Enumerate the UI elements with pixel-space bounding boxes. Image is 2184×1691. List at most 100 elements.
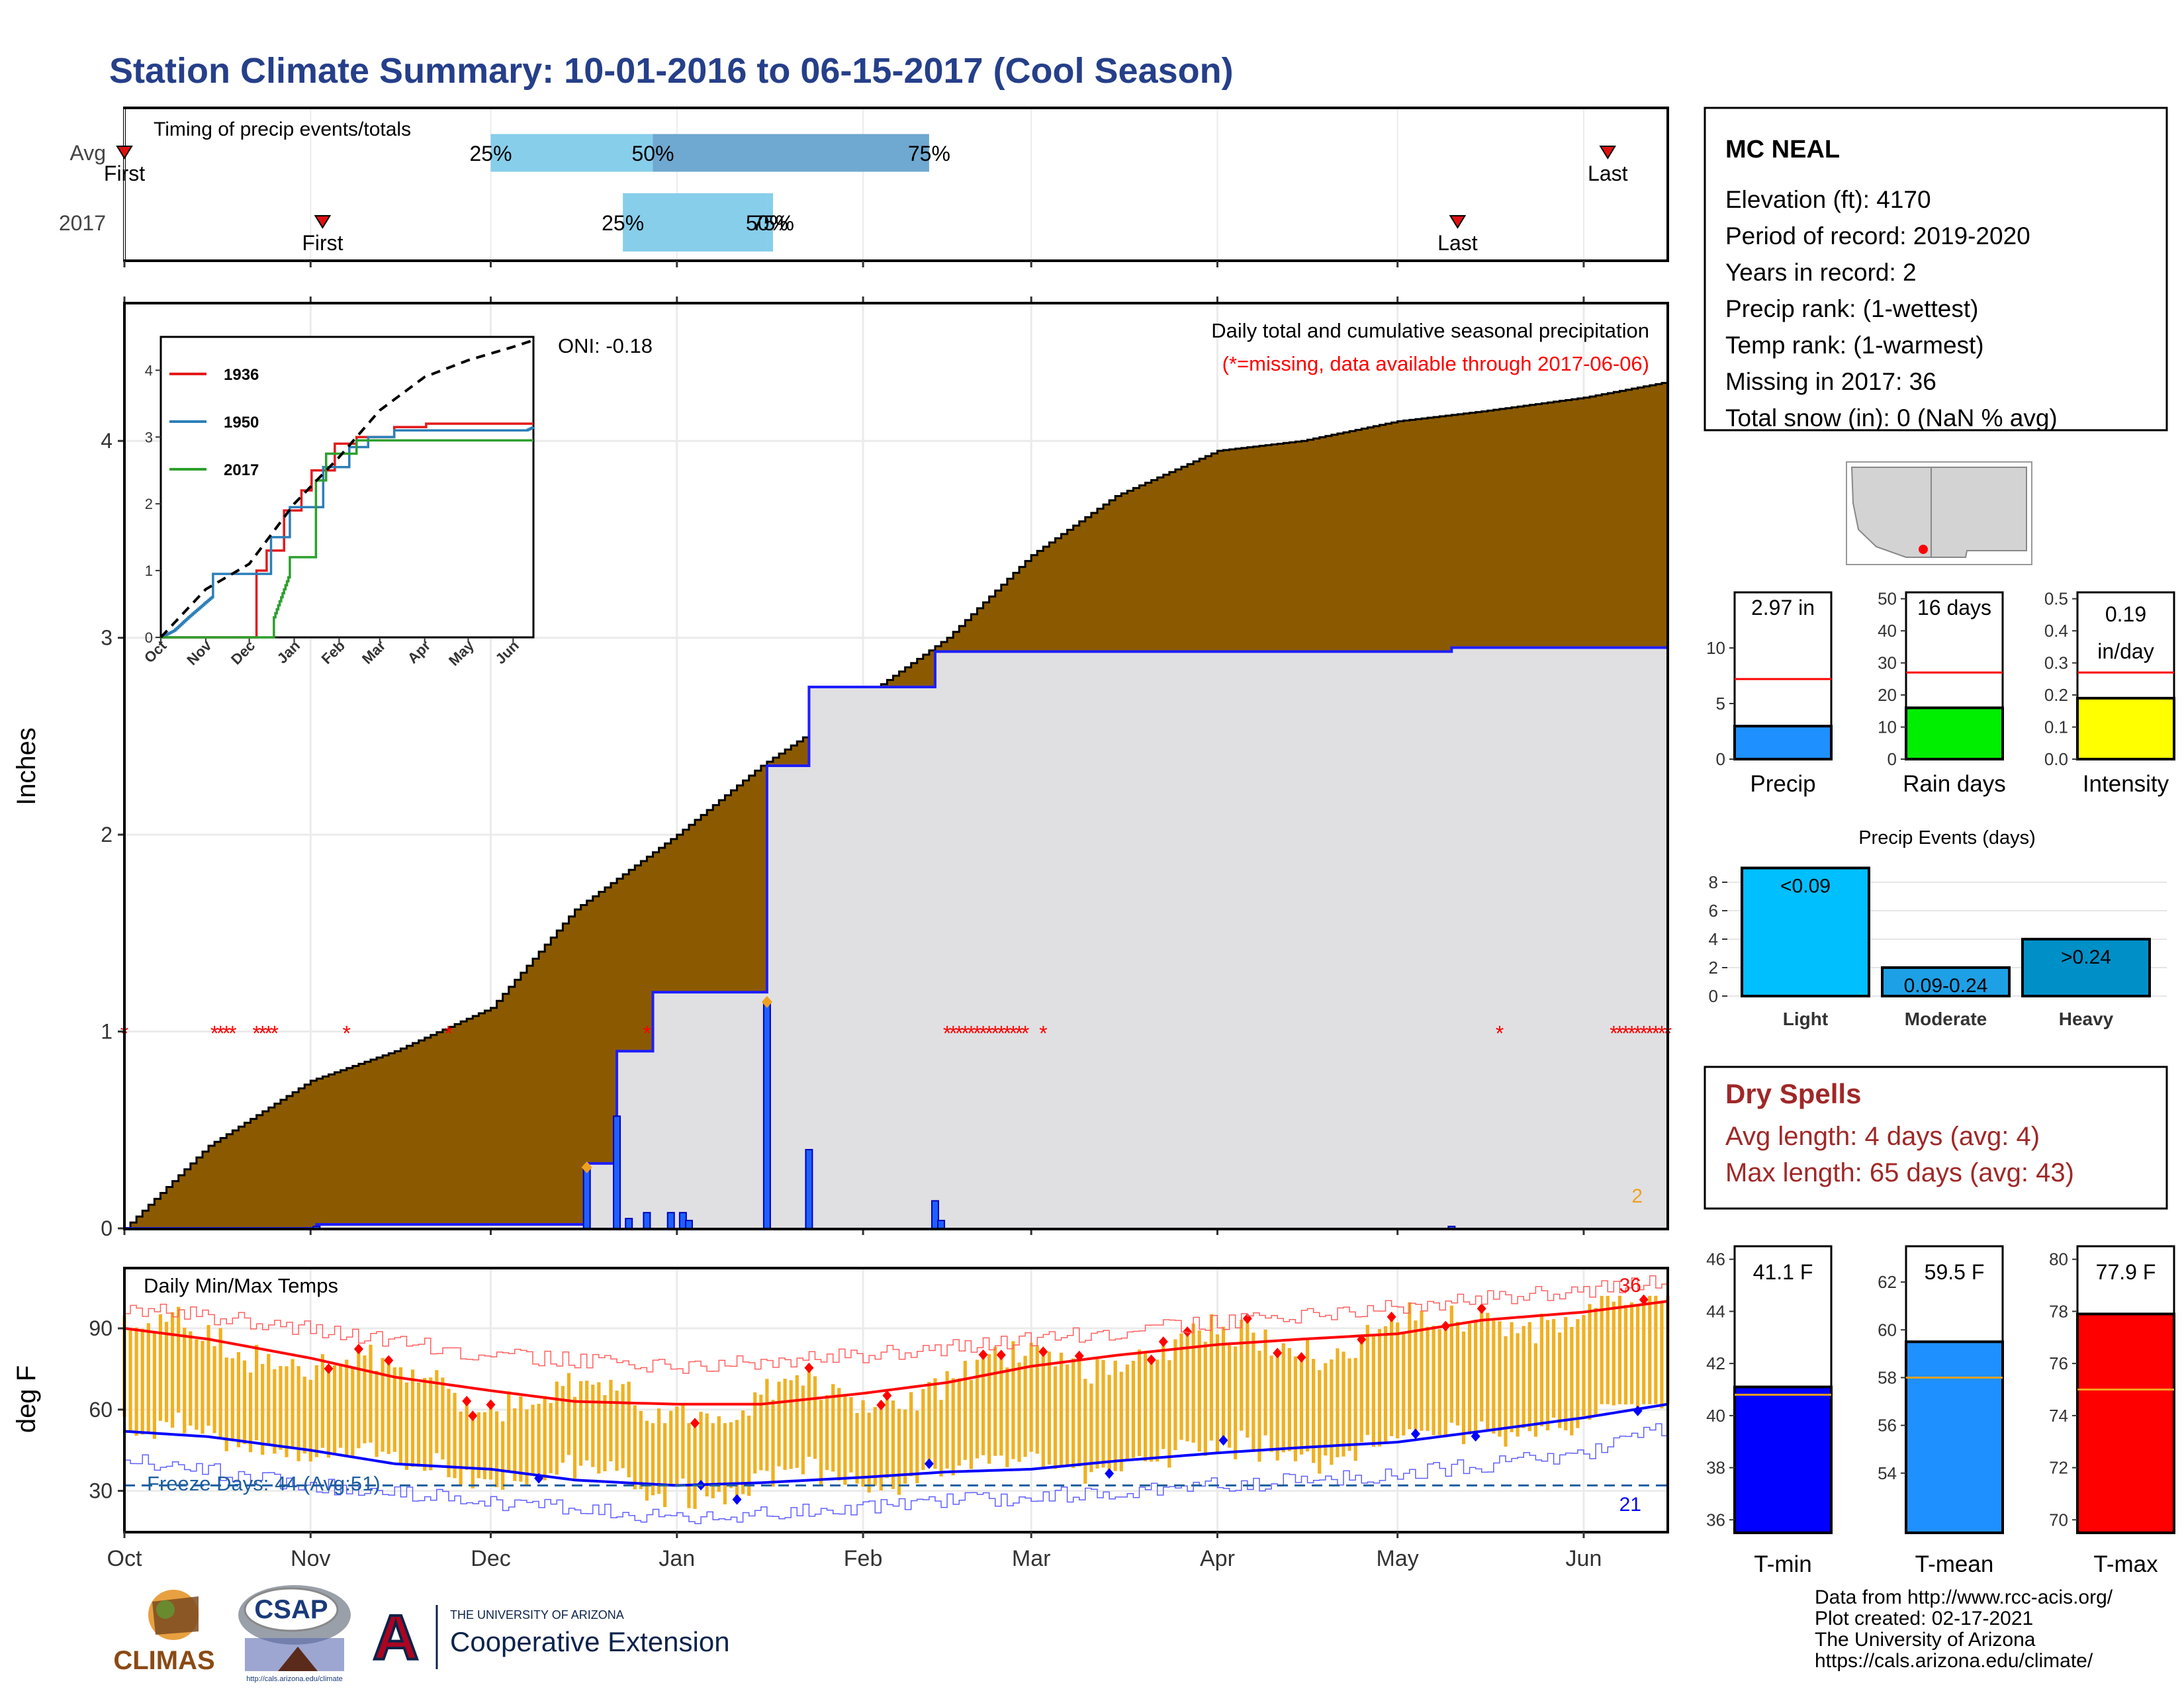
daily-temp-range-bar: [261, 1363, 265, 1455]
tmin-ytick-label: 42: [1706, 1353, 1725, 1373]
missing-day-marker: *: [961, 1022, 969, 1046]
daily-temp-range-bar: [1648, 1295, 1652, 1404]
tmean-bar: [1905, 1340, 2004, 1535]
daily-temp-range-bar: [1281, 1343, 1285, 1453]
y2017-box-lower: [623, 193, 767, 251]
daily-temp-range-bar: [1318, 1370, 1322, 1474]
missing-day-marker: *: [1039, 1022, 1047, 1046]
record-low-marker: [1218, 1435, 1228, 1446]
precip-ytick-label: 4: [101, 429, 113, 453]
daily-temp-range-bar: [663, 1423, 667, 1508]
daily-temp-range-bar: [302, 1377, 306, 1454]
inset-xtick-label: Dec: [228, 637, 258, 668]
daily-temp-range-bar: [987, 1353, 991, 1464]
daily-temp-range-bar: [296, 1366, 300, 1461]
daily-temp-range-bar: [783, 1379, 787, 1470]
daily-temp-range-bar: [771, 1400, 775, 1487]
daily-temp-range-bar: [423, 1377, 427, 1471]
inset-ytick-label: 0: [145, 629, 153, 646]
daily-temp-range-bar: [957, 1378, 961, 1466]
daily-temp-range-bar: [1576, 1319, 1580, 1428]
dry-spells-frame: [1704, 1066, 2168, 1210]
daily-temp-range-bar: [1005, 1367, 1009, 1467]
daily-precip-bar: [625, 1218, 633, 1230]
tmin-ytick-label: 36: [1706, 1510, 1725, 1530]
tmax-ytick-label: 76: [2049, 1353, 2068, 1373]
credit-line: https://cals.arizona.edu/climate/: [1815, 1650, 2093, 1672]
missing-day-marker: *: [973, 1022, 981, 1046]
month-label-may: May: [1377, 1546, 1419, 1571]
daily-precip-bar: [805, 1149, 813, 1229]
daily-temp-range-bar: [1545, 1320, 1550, 1431]
tmin-ytick-label: 44: [1706, 1301, 1725, 1321]
record-high-marker: [353, 1344, 363, 1355]
daily-temp-range-bar: [212, 1346, 216, 1434]
oni-value: ONI: -0.18: [558, 334, 653, 357]
daily-temp-range-bar: [345, 1359, 349, 1457]
daily-temp-range-bar: [392, 1367, 396, 1452]
avg-p75-label: 75%: [908, 142, 950, 165]
daily-temp-range-bar: [681, 1405, 685, 1479]
daily-temp-range-bar: [669, 1410, 673, 1485]
temp-panel-frame: [123, 1267, 1669, 1533]
daily-temp-range-bar: [441, 1377, 445, 1460]
daily-temp-range-bar: [1234, 1346, 1238, 1459]
daily-temp-range-bar: [1107, 1375, 1111, 1474]
daily-temp-range-bar: [1426, 1326, 1430, 1431]
avg-p50-label: 50%: [631, 142, 674, 165]
intensity-category-label: Intensity: [2083, 771, 2169, 797]
daily-temp-range-bar: [183, 1328, 187, 1434]
temperature-panel: 30 60 90 deg F Daily Min/Max Temps Freeze …: [12, 1267, 1670, 1571]
max-daily-marker: [581, 1161, 592, 1173]
dry-spells-avg: Avg length: 4 days (avg: 4): [1725, 1122, 2040, 1151]
daily-temp-range-bar: [465, 1400, 469, 1470]
daily-temp-range-bar: [285, 1366, 289, 1457]
daily-temp-range-bar: [1636, 1304, 1640, 1411]
daily-temp-range-bar: [537, 1404, 541, 1479]
daily-temp-range-bar: [1330, 1359, 1334, 1465]
daily-temp-range-bar: [849, 1396, 853, 1473]
missing-day-marker: *: [1003, 1022, 1011, 1046]
daily-precip-bar: [643, 1212, 651, 1229]
record-high-marker: [1477, 1303, 1486, 1314]
daily-temp-range-bar: [1305, 1340, 1310, 1452]
events-category-label: Heavy: [2059, 1009, 2114, 1029]
csap-logo-text: CSAP: [254, 1595, 328, 1624]
station-detail-line: Period of record: 2019-2020: [1725, 222, 2030, 250]
station-detail-line: Years in record: 2: [1725, 259, 1917, 286]
intensity-panel: 0.0 0.1 0.2 0.3 0.4 0.5 0.19 in/day Intensity: [2044, 589, 2175, 797]
daily-temp-range-bar: [687, 1423, 691, 1508]
missing-day-marker: *: [949, 1022, 957, 1046]
daily-precip-bar: [684, 1220, 693, 1230]
precip-ytick-label: 2: [101, 823, 113, 846]
daily-temp-range-bar: [1492, 1320, 1496, 1434]
events-ytick-label: 4: [1709, 929, 1718, 949]
tmean-ytick-label: 58: [1878, 1367, 1897, 1387]
daily-temp-range-bar: [326, 1368, 331, 1458]
daily-temp-range-bar: [1228, 1345, 1232, 1448]
daily-temp-range-bar: [1293, 1356, 1298, 1461]
record-low-marker: [732, 1494, 742, 1505]
tmax-panel: 70 72 74 76 78 80 77.9 F T-max: [2049, 1245, 2175, 1577]
inset-xtick-label: Nov: [183, 637, 215, 668]
station-detail-line: Precip rank: (1-wettest): [1725, 295, 1978, 322]
daily-temp-range-bar: [1606, 1295, 1610, 1404]
daily-temp-range-bar: [1461, 1331, 1466, 1445]
precip-subtitle: Daily total and cumulative seasonal prec…: [1211, 319, 1649, 342]
station-name: MC NEAL: [1725, 136, 1840, 163]
daily-temp-range-bar: [1077, 1355, 1081, 1467]
tmin-ytick-label: 38: [1706, 1458, 1725, 1478]
record-low-marker: [1105, 1468, 1115, 1479]
daily-temp-range-bar: [729, 1422, 733, 1488]
temp-ytick-label: 60: [89, 1398, 113, 1422]
rain-days-ytick-label: 50: [1878, 589, 1897, 609]
daily-temp-range-bar: [1402, 1332, 1406, 1436]
daily-temp-range-bar: [903, 1409, 907, 1484]
daily-temp-range-bar: [1221, 1326, 1226, 1441]
events-ytick-label: 6: [1709, 901, 1718, 921]
avg-box-upper: [653, 134, 929, 172]
temp-ytick-label: 90: [89, 1316, 113, 1340]
tmax-value-label: 77.9 F: [2096, 1260, 2156, 1284]
daily-temp-range-bar: [627, 1381, 631, 1478]
